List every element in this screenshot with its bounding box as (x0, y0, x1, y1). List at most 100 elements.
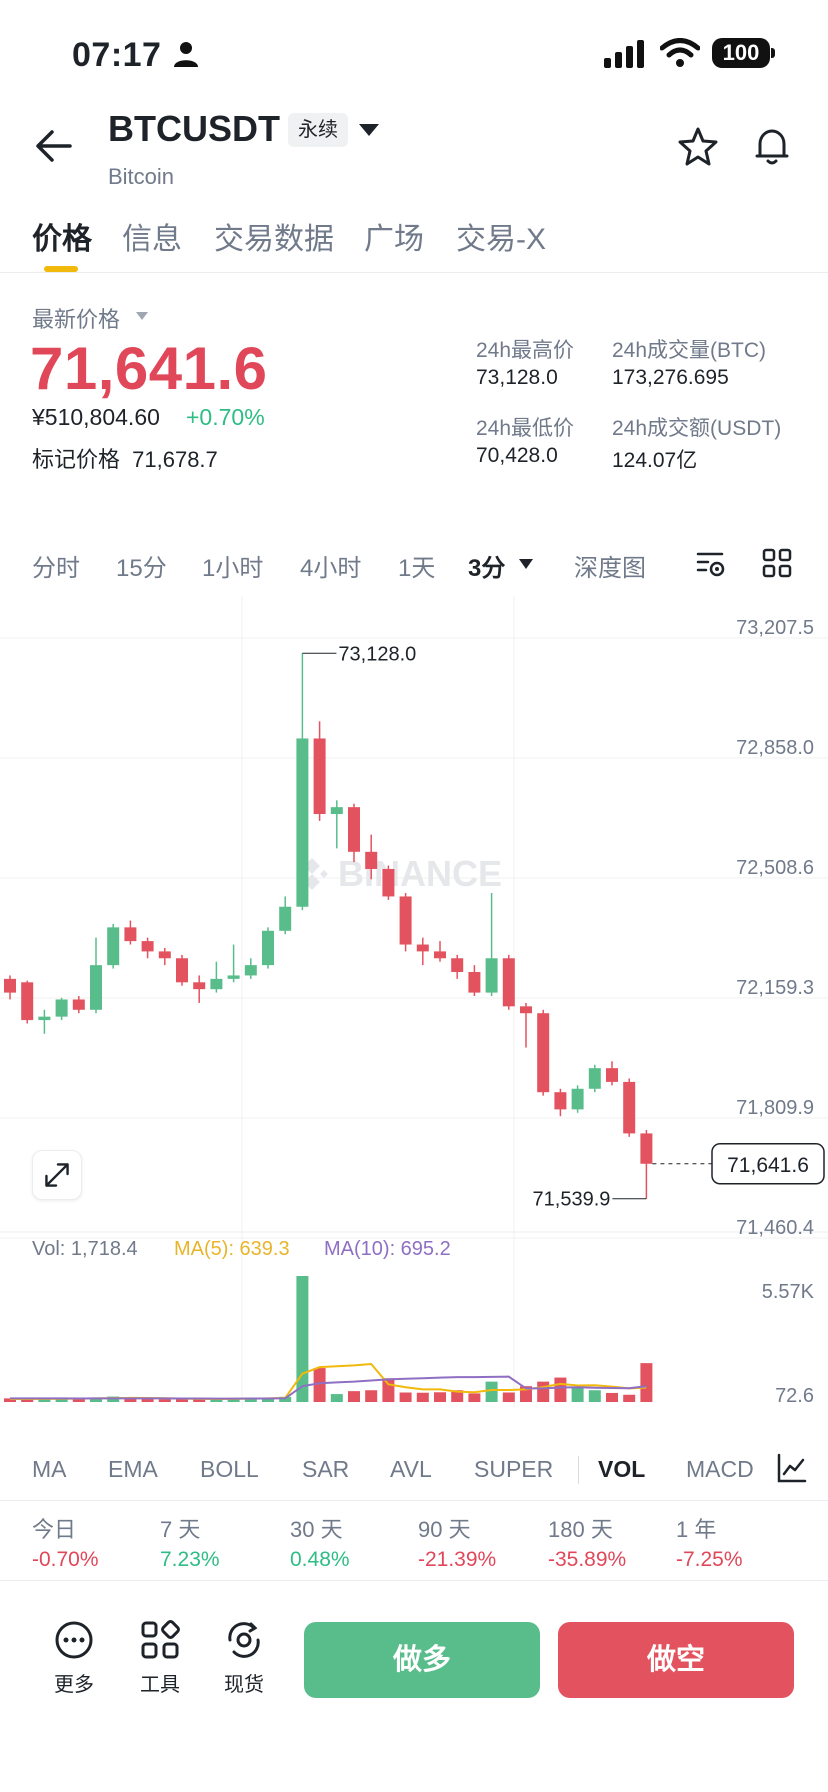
candle-down (141, 941, 154, 952)
candle-down (21, 982, 34, 1021)
indicator-ma[interactable]: MA (32, 1456, 67, 1482)
more-icon[interactable] (54, 1620, 94, 1660)
stat-high-value: 73,128.0 (476, 366, 558, 389)
chevron-down-icon[interactable] (358, 123, 380, 137)
indicator-vol[interactable]: VOL (598, 1456, 646, 1482)
candle-up (55, 999, 68, 1017)
volume-bar (399, 1392, 412, 1402)
volume-bar (485, 1381, 498, 1402)
volume-bar (434, 1392, 446, 1402)
indicator-ema[interactable]: EMA (108, 1456, 158, 1482)
indicator-super[interactable]: SUPER (474, 1456, 554, 1482)
spot-label[interactable]: 现货 (224, 1674, 264, 1696)
layout-grid-icon[interactable] (762, 548, 792, 578)
spot-icon[interactable] (224, 1620, 264, 1660)
vol-legend-ma5: MA(5): 639.3 (174, 1238, 290, 1260)
candle-down (4, 978, 16, 993)
mark-price-label: 标记价格 (32, 447, 121, 472)
perf-label-1y: 1 年 (676, 1517, 717, 1542)
candle-down (176, 958, 188, 983)
candle-up (330, 807, 343, 815)
indicator-boll[interactable]: BOLL (200, 1456, 259, 1482)
volume-bar (623, 1394, 636, 1402)
perf-value-1y: -7.25% (676, 1548, 743, 1571)
tab-trade-x[interactable]: 交易-X (456, 223, 546, 256)
candle-down (537, 1013, 550, 1093)
interval-1h[interactable]: 1小时 (202, 555, 264, 582)
tools-icon[interactable] (140, 1620, 180, 1660)
interval-15m[interactable]: 15分 (116, 555, 167, 582)
volume-bar (176, 1398, 188, 1402)
volume-bar (502, 1392, 515, 1402)
symbol-title[interactable]: BTCUSDT (108, 108, 280, 149)
mark-price: 标记价格 71,678.7 (32, 442, 218, 474)
tab-info[interactable]: 信息 (122, 223, 182, 256)
tab-price[interactable]: 价格 (32, 223, 92, 256)
indicator-avl[interactable]: AVL (390, 1456, 432, 1482)
perf-value-today: -0.70% (32, 1548, 99, 1571)
y-axis-tick: 72,159.3 (736, 977, 814, 999)
candle-down (382, 868, 395, 897)
candle-down (399, 896, 412, 945)
indicator-settings-icon[interactable] (694, 548, 726, 580)
candle-down (468, 972, 481, 993)
price-chart[interactable]: BINANCE 73,207.5 72,858.0 72,508.6 72,159.3… (0, 596, 828, 1416)
caret-down-icon[interactable] (135, 311, 149, 321)
vol-legend-value: Vol: 1,718.4 (32, 1238, 138, 1260)
caret-down-icon[interactable] (518, 558, 534, 570)
price-change-percent: +0.70% (186, 404, 265, 430)
volume-bar (158, 1399, 171, 1402)
interval-1d[interactable]: 1天 (398, 555, 436, 582)
indicator-macd[interactable]: MACD (686, 1456, 754, 1482)
candle-down (158, 951, 171, 959)
stat-high-label: 24h最高价 (476, 339, 575, 362)
candle-down (502, 958, 515, 1007)
interval-4h[interactable]: 4小时 (300, 555, 362, 582)
indicator-divider (0, 1500, 828, 1501)
indicator-sar[interactable]: SAR (302, 1456, 350, 1482)
current-price-tag: 71,641.6 (727, 1154, 809, 1177)
bell-alert-icon[interactable] (752, 126, 792, 166)
wifi-icon (660, 38, 700, 67)
perf-label-180d: 180 天 (548, 1517, 613, 1542)
candle-up (38, 1016, 51, 1021)
candle-down (434, 951, 446, 959)
volume-bar (554, 1377, 567, 1402)
candle-down (193, 982, 206, 990)
candle-down (313, 738, 326, 815)
candle-up (90, 965, 102, 1010)
candle-up (485, 958, 498, 993)
candle-down (520, 1006, 532, 1014)
favorite-star-icon[interactable] (678, 126, 718, 166)
candle-down (72, 999, 85, 1010)
tools-label[interactable]: 工具 (140, 1674, 180, 1696)
expand-fullscreen-icon[interactable] (32, 1150, 82, 1200)
back-arrow-icon[interactable] (34, 128, 74, 164)
interval-line[interactable]: 分时 (32, 555, 80, 582)
volume-bar (21, 1399, 34, 1402)
last-price: 71,641.6 (30, 335, 268, 402)
tab-square[interactable]: 广场 (364, 223, 424, 256)
candle-down (365, 851, 378, 869)
battery-tip (771, 48, 775, 58)
volume-bar (330, 1394, 343, 1402)
cellular-signal-icon (604, 40, 644, 68)
more-label[interactable]: 更多 (54, 1674, 94, 1696)
candle-up (227, 975, 240, 979)
candle-up (296, 738, 309, 907)
volume-bar (468, 1393, 481, 1402)
short-button[interactable]: 做空 (558, 1622, 794, 1698)
active-tab-indicator (44, 266, 78, 272)
perf-value-180d: -35.89% (548, 1548, 627, 1571)
long-button[interactable]: 做多 (304, 1622, 540, 1698)
asset-name: Bitcoin (108, 164, 175, 189)
candle-down (348, 807, 360, 852)
interval-depth[interactable]: 深度图 (574, 555, 646, 582)
interval-3m[interactable]: 3分 (468, 555, 506, 582)
vol-legend-ma10: MA(10): 695.2 (324, 1238, 451, 1260)
latest-price-label[interactable]: 最新价格 (32, 307, 121, 332)
candle-up (588, 1068, 601, 1089)
volume-bar (38, 1398, 51, 1402)
chart-settings-icon[interactable] (776, 1452, 808, 1484)
tab-trading-data[interactable]: 交易数据 (214, 223, 334, 256)
